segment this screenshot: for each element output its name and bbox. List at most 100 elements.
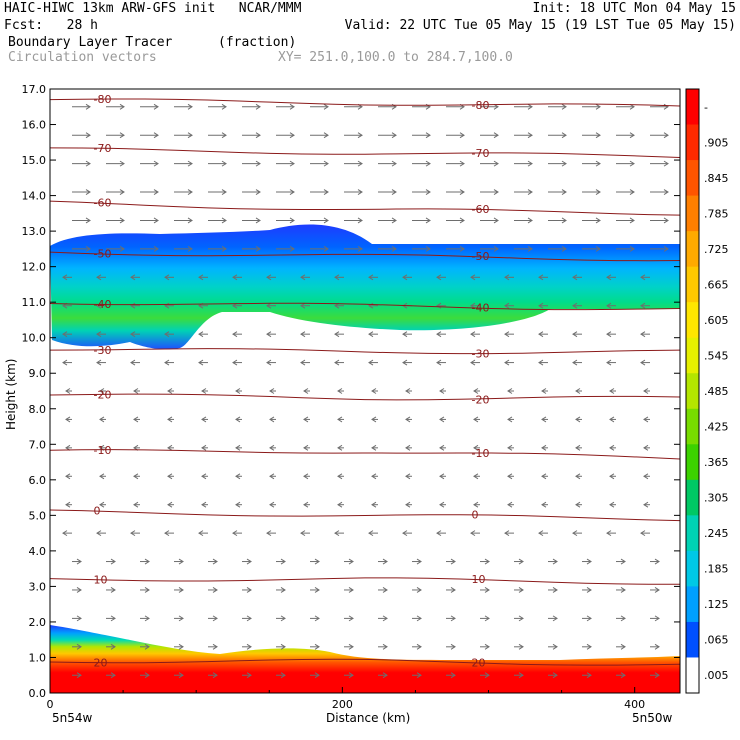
isotherm-label: -40 [94,298,112,311]
colorbar-swatch [686,266,699,303]
vector-head [654,672,660,679]
vector-head [402,530,408,537]
vector-head [337,388,343,394]
vector-head [212,558,218,565]
vector-head [654,587,660,593]
vector-head [314,587,320,593]
vector-head [541,444,547,451]
vector-head [303,388,309,394]
vector-head [459,217,465,224]
vector-head [493,132,499,139]
vector-head [212,587,218,593]
vector-head [439,473,445,480]
vector-head [269,501,275,508]
vector-head [484,558,490,565]
vector-head [493,245,499,252]
vector-head [436,302,442,309]
vector-head [212,672,218,679]
vector-head [246,615,252,622]
vector-head [507,416,513,423]
vector-head [255,245,261,252]
colorbar-swatch [686,337,699,374]
vector-head [62,359,68,366]
vector-head [198,530,204,537]
vector-head [323,160,329,167]
vector-head [130,359,136,366]
vector-head [595,245,601,252]
vector-head [518,558,524,565]
vector-head [232,274,238,281]
vector-head [470,530,476,537]
vector-head [246,558,252,565]
vector-head [130,302,136,309]
x-axis-ticks: 0 200 400 [47,687,645,711]
vector-head [552,615,558,622]
vector-head [470,331,476,338]
vector-head [405,388,411,394]
vector-head [595,189,601,195]
vector-head [323,245,329,252]
vector-head [575,444,581,451]
tracer-field [50,224,680,693]
y-tick-label: 9.0 [29,367,47,380]
vector-head [221,245,227,252]
colorbar-swatch [686,586,699,623]
vector-head [595,103,601,110]
vector-head [255,132,261,139]
isotherm-label: 0 [472,509,479,522]
vector-head [391,245,397,252]
vector-head [561,245,567,252]
y-tick-label: 7.0 [29,438,47,451]
y-tick-label: 2.0 [29,616,47,629]
vector-head [640,331,646,338]
isotherm-label: -80 [94,93,112,106]
colorbar-label: .065 [704,634,729,647]
vector-head [391,160,397,167]
vector-head [450,643,456,650]
vector-head [266,359,272,366]
colorbar-swatch [686,195,699,232]
field-name: Boundary Layer Tracer [8,35,173,50]
vector-head [153,160,159,167]
vector-head [643,501,649,508]
color-bar: - .905 .845 .785 .725 .665 .605 .545 .485 .425 .36… [685,88,729,694]
vector-head [518,643,524,650]
vector-head [96,274,102,281]
field-units: (fraction) [218,35,297,50]
vector-head [586,615,592,622]
isotherm-label: -30 [472,348,490,361]
vector-head [153,245,159,252]
vector-head [235,388,241,394]
vector-head [235,416,241,423]
y-tick-label: 14.0 [22,190,47,203]
colorbar-swatch [686,160,699,197]
vector-head [167,416,173,423]
vector-head [473,416,479,423]
vector-head [334,274,340,281]
vector-head [416,615,422,622]
vector-head [663,245,669,252]
vector-head [459,160,465,167]
vector-head [484,615,490,622]
vector-head [130,274,136,281]
vector-head [334,359,340,366]
isotherm-label: 20 [94,657,108,670]
vector-head [85,217,91,224]
vector-head [178,672,184,679]
vector-head [65,501,71,508]
vector-head [527,217,533,224]
isotherm-label: 10 [472,573,486,586]
plot-frame [49,88,681,694]
vector-head [640,274,646,281]
colorbar-label: .365 [704,456,729,469]
isotherm-line [49,393,681,401]
vector-head [609,473,615,480]
vector-head [663,217,669,224]
vector-head [178,587,184,593]
isotherm-line [49,98,681,107]
vector-head [382,587,388,593]
vector-head [473,444,479,451]
vector-head [609,388,615,394]
colorbar-label: - [704,101,708,114]
isotherm-label: -20 [94,389,112,402]
